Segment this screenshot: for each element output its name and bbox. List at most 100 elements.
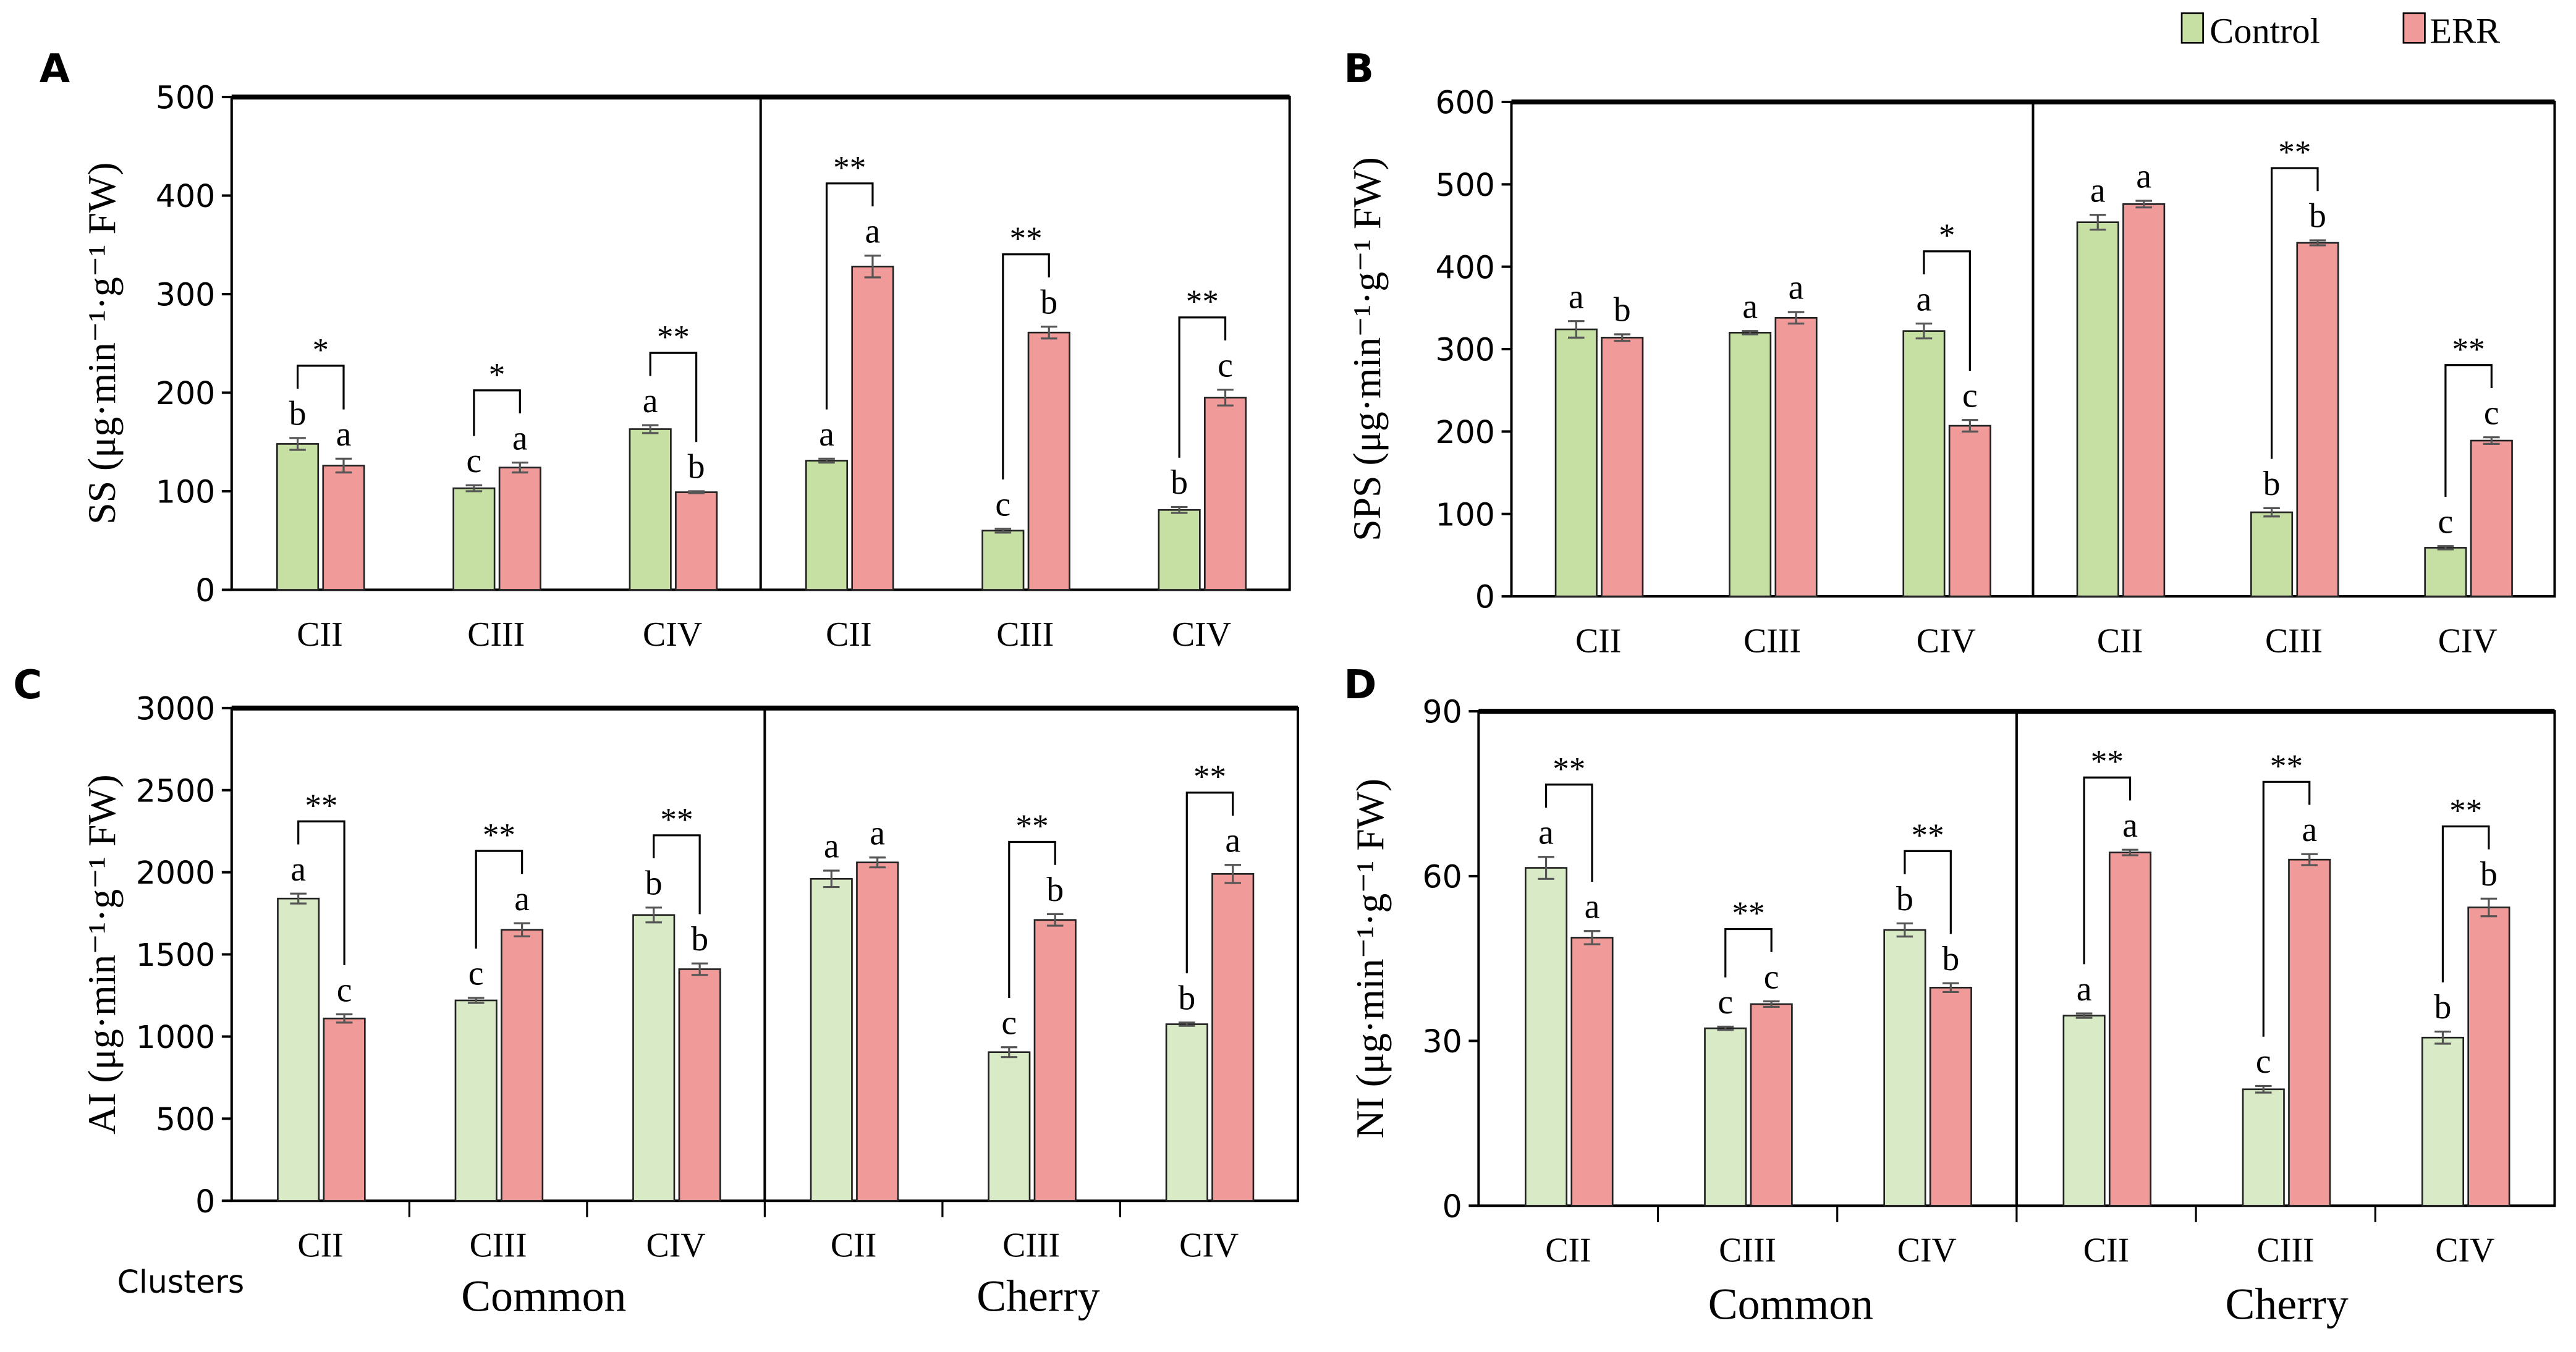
error-bar xyxy=(1001,1046,1018,1058)
significance-letter: a xyxy=(1569,277,1584,316)
bar-control xyxy=(2424,547,2467,598)
bar-err xyxy=(1774,317,1818,598)
error-bar xyxy=(823,869,840,889)
bar-err xyxy=(856,861,899,1202)
significance-letter: a xyxy=(2122,806,2138,845)
significance-letter: a xyxy=(1538,813,1554,851)
error-bar xyxy=(1040,326,1057,340)
significance-letter: c xyxy=(337,971,352,1009)
significance-letter: b xyxy=(1614,291,1631,329)
bar-err xyxy=(1027,331,1070,591)
significance-stars: * xyxy=(312,332,329,368)
significance-letter: a xyxy=(2090,171,2106,209)
significance-bracket xyxy=(473,389,521,436)
error-bar xyxy=(691,962,708,976)
panel-B: B 0 100 200 300 400 500 600 SPS (μg·min⁻¹·g⁻¹ FW… xyxy=(1344,46,2556,660)
error-bar xyxy=(289,437,306,451)
significance-letter: b xyxy=(1178,979,1195,1018)
bar-control xyxy=(1158,509,1201,591)
bar-control xyxy=(2062,1015,2106,1207)
error-bar xyxy=(336,1013,353,1024)
error-bar xyxy=(467,997,485,1004)
error-bar xyxy=(2135,200,2152,209)
significance-letter: a xyxy=(870,814,885,852)
significance-stars: ** xyxy=(1009,221,1042,257)
significance-letter: a xyxy=(514,880,530,918)
x-tick-label: CII xyxy=(1575,622,1621,660)
y-tick-label: 1000 xyxy=(136,1019,216,1055)
x-tick-label: CIV xyxy=(1917,622,1976,660)
x-tick-label: CIV xyxy=(1179,1227,1239,1265)
bar-control xyxy=(2250,511,2294,598)
error-bar xyxy=(2301,853,2318,866)
significance-letter: c xyxy=(1962,376,1978,415)
significance-stars: ** xyxy=(305,788,337,824)
bar-control xyxy=(1902,330,1946,598)
bar-err xyxy=(1750,1003,1793,1207)
error-bar xyxy=(1763,1000,1780,1008)
y-tick-label: 500 xyxy=(1436,167,1495,203)
x-tick-label: CIV xyxy=(1172,615,1231,654)
bar-control xyxy=(981,530,1025,591)
error-bar xyxy=(2437,545,2454,551)
significance-bracket xyxy=(1178,316,1227,458)
significance-letter: a xyxy=(824,827,839,866)
significance-stars: ** xyxy=(2270,748,2303,784)
x-tick-label: CIV xyxy=(646,1227,706,1265)
error-bar xyxy=(1171,505,1188,514)
bar-err xyxy=(1948,425,1991,598)
bar-err xyxy=(2467,906,2510,1207)
bar-err xyxy=(1033,919,1077,1202)
error-bar xyxy=(1943,982,1959,994)
significance-bracket xyxy=(1904,850,1952,934)
error-bar xyxy=(1538,856,1554,880)
significance-letter: c xyxy=(2438,502,2454,541)
y-tick-label: 2000 xyxy=(136,855,216,891)
error-bar xyxy=(2255,1084,2272,1094)
significance-bracket xyxy=(297,820,345,965)
error-bar xyxy=(512,462,528,474)
error-bar xyxy=(1787,311,1805,325)
bar-err xyxy=(2122,203,2166,598)
error-bar xyxy=(290,892,307,905)
significance-letter: b xyxy=(1171,463,1188,502)
significance-letter: b xyxy=(645,864,663,903)
significance-bracket xyxy=(2083,776,2132,965)
bar-control xyxy=(810,877,853,1202)
significance-letter: b xyxy=(2434,988,2452,1026)
x-tick-label: CIV xyxy=(1897,1232,1957,1270)
significance-letter: b xyxy=(2263,465,2281,503)
y-tick-label: 100 xyxy=(156,474,215,510)
panel-label: C xyxy=(13,662,42,708)
bar-control xyxy=(2421,1036,2465,1207)
significance-bracket xyxy=(649,352,698,442)
bar-control xyxy=(452,487,496,591)
error-bar xyxy=(645,906,663,924)
error-bar xyxy=(1915,323,1933,340)
y-axis-label: SS (μg·min⁻¹·g⁻¹ FW) xyxy=(80,163,124,525)
panel-C: C 0 500 1000 1500 2000 2500 3000 AI (μg·min⁻¹·g⁻… xyxy=(13,662,1299,1265)
significance-bracket xyxy=(1923,250,1971,371)
significance-stars: ** xyxy=(1732,896,1765,932)
significance-letter: b xyxy=(1896,880,1913,918)
y-tick-label: 0 xyxy=(1443,1188,1462,1225)
x-tick-label: CIV xyxy=(2438,622,2498,660)
error-bar xyxy=(1962,419,1978,433)
legend-swatch-err xyxy=(2402,12,2426,44)
x-tick-label: CIII xyxy=(1719,1232,1776,1270)
error-bar xyxy=(1217,389,1234,407)
bar-err xyxy=(1570,937,1614,1207)
bar-control xyxy=(988,1051,1031,1202)
error-bar xyxy=(688,490,705,494)
error-bar xyxy=(335,457,352,474)
y-tick-label: 90 xyxy=(1422,694,1462,730)
bar-err xyxy=(2296,242,2339,598)
error-bar xyxy=(1046,913,1064,927)
significance-letter: b xyxy=(2480,855,2498,894)
bar-err xyxy=(501,929,544,1202)
bar-err xyxy=(322,465,365,591)
y-tick-label: 60 xyxy=(1422,858,1462,895)
bar-err xyxy=(1929,986,1972,1207)
error-bar xyxy=(1583,930,1601,945)
